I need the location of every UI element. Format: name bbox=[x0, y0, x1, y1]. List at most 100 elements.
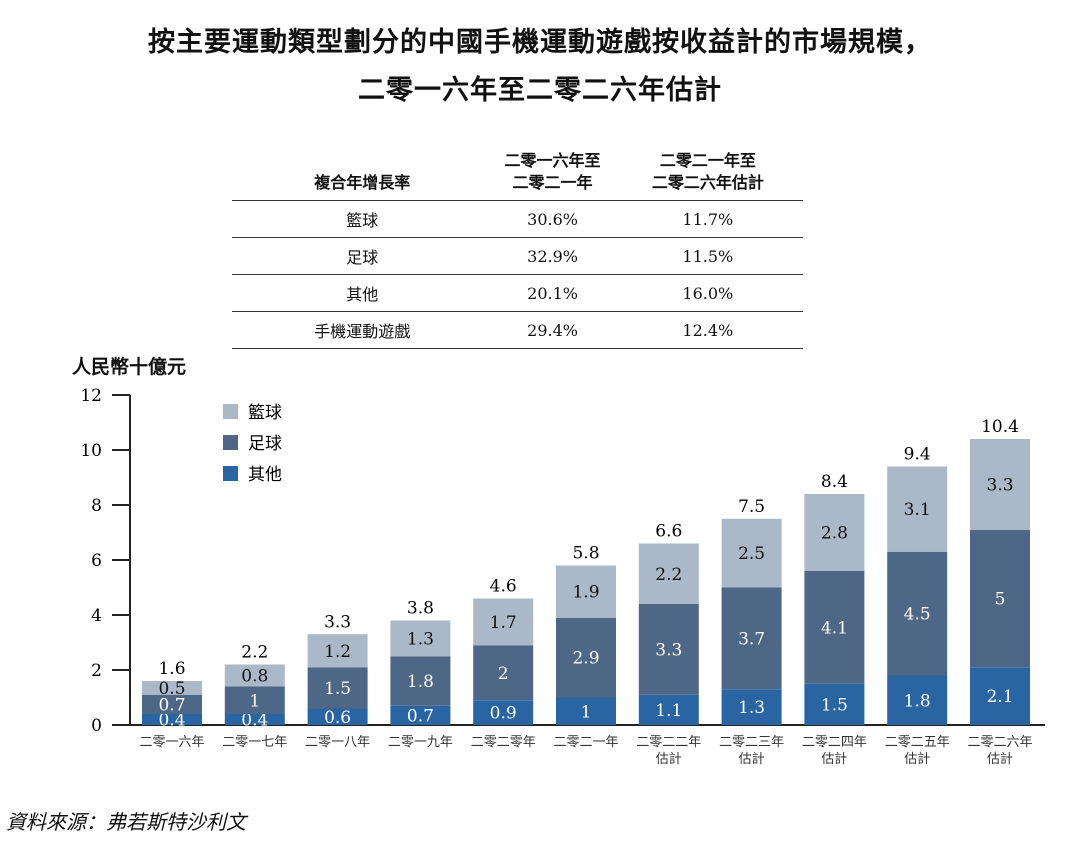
bar-segment-籃球 bbox=[638, 543, 699, 604]
bar-segment-其他 bbox=[224, 714, 285, 725]
bar-value-label: 2.8 bbox=[821, 524, 848, 544]
bar-segment-足球 bbox=[887, 551, 948, 676]
y-tick-label: 4 bbox=[91, 606, 102, 626]
bar-value-label: 2.9 bbox=[572, 649, 599, 669]
bar-value-label: 1 bbox=[581, 702, 592, 722]
bar-total-label: 9.4 bbox=[904, 445, 931, 465]
x-tick-label: 估計 bbox=[821, 751, 847, 767]
bar-total-label: 5.8 bbox=[572, 544, 599, 564]
x-tick-label: 二零二零年 bbox=[471, 735, 536, 750]
bar-value-label: 1.5 bbox=[324, 679, 351, 699]
bar-segment-籃球 bbox=[804, 494, 865, 571]
bar-value-label: 4.1 bbox=[821, 618, 848, 638]
y-tick-label: 2 bbox=[91, 661, 102, 681]
bar-segment-籃球 bbox=[307, 634, 368, 668]
source-note: 資料來源：弗若斯特沙利文 bbox=[6, 810, 246, 834]
bar-segment-其他 bbox=[473, 700, 534, 725]
bar-value-label: 3.1 bbox=[904, 500, 931, 520]
bar-value-label: 0.7 bbox=[407, 706, 434, 726]
chart-title-line1: 按主要運動類型劃分的中國手機運動遊戲按收益計的市場規模， bbox=[148, 27, 932, 58]
bar-total-label: 10.4 bbox=[981, 417, 1019, 437]
bar-value-label: 3.7 bbox=[738, 629, 765, 649]
x-tick-label: 估計 bbox=[656, 751, 682, 767]
bar-segment-其他 bbox=[721, 689, 782, 725]
cagr-row: 其他 20.1% 16.0% bbox=[232, 274, 803, 312]
bar-segment-足球 bbox=[390, 656, 451, 706]
x-tick-label: 二零一八年 bbox=[305, 735, 370, 750]
bar-segment-籃球 bbox=[390, 620, 451, 657]
bar-segment-其他 bbox=[638, 694, 699, 725]
cagr-header-1: 二零一六年至 二零二一年 bbox=[492, 150, 613, 201]
bar-segment-籃球 bbox=[556, 565, 616, 618]
bar-segment-足球 bbox=[721, 587, 782, 690]
bar-segment-其他 bbox=[887, 675, 948, 725]
bar-segment-足球 bbox=[307, 667, 368, 709]
bar-total-label: 3.3 bbox=[324, 612, 351, 632]
bar-value-label: 2.2 bbox=[655, 565, 682, 585]
bar-segment-籃球 bbox=[970, 439, 1030, 530]
bar-segment-足球 bbox=[556, 617, 616, 698]
bar-segment-足球 bbox=[142, 694, 202, 714]
bar-value-label: 2.1 bbox=[986, 687, 1013, 707]
x-tick-label: 二零二二年 bbox=[636, 735, 701, 750]
bar-value-label: 0.8 bbox=[241, 667, 268, 687]
bar-value-label: 3.3 bbox=[655, 640, 682, 660]
bar-segment-足球 bbox=[804, 571, 865, 684]
bar-value-label: 1.1 bbox=[655, 701, 682, 721]
bar-value-label: 0.9 bbox=[490, 704, 517, 724]
bar-value-label: 5 bbox=[995, 590, 1006, 610]
y-tick-label: 6 bbox=[91, 551, 102, 571]
bar-value-label: 0.6 bbox=[324, 708, 351, 728]
bar-value-label: 0.4 bbox=[241, 711, 268, 731]
bar-value-label: 3.3 bbox=[986, 475, 1013, 495]
bar-value-label: 0.4 bbox=[158, 711, 185, 731]
cagr-row: 足球 32.9% 11.5% bbox=[232, 237, 803, 275]
bar-total-label: 3.8 bbox=[407, 599, 434, 619]
cagr-header-0: 複合年增長率 bbox=[232, 150, 493, 201]
bar-value-label: 1.5 bbox=[821, 695, 848, 715]
bar-total-label: 2.2 bbox=[241, 643, 268, 663]
cagr-cell: 其他 bbox=[232, 274, 493, 312]
bar-segment-足球 bbox=[473, 645, 534, 701]
bar-segment-足球 bbox=[970, 529, 1030, 668]
x-tick-label: 二零一六年 bbox=[139, 735, 204, 750]
x-tick-label: 二零二一年 bbox=[553, 735, 618, 750]
bar-value-label: 1 bbox=[249, 691, 260, 711]
y-tick-label: 12 bbox=[80, 386, 102, 406]
legend-swatch bbox=[223, 466, 238, 481]
bar-segment-足球 bbox=[224, 686, 285, 714]
y-tick-label: 10 bbox=[80, 441, 102, 461]
x-tick-label: 估計 bbox=[739, 751, 765, 767]
chart-title-line2: 二零一六年至二零二六年估計 bbox=[358, 75, 722, 106]
bar-segment-其他 bbox=[804, 683, 865, 725]
cagr-row: 籃球 30.6% 11.7% bbox=[232, 200, 803, 238]
bar-segment-其他 bbox=[142, 714, 202, 725]
x-tick-label: 二零二四年 bbox=[802, 735, 867, 750]
bar-segment-籃球 bbox=[142, 681, 202, 695]
x-tick-label: 二零二五年 bbox=[885, 735, 950, 750]
bar-value-label: 4.5 bbox=[904, 605, 931, 625]
x-tick-label: 估計 bbox=[987, 751, 1013, 767]
bar-segment-足球 bbox=[638, 604, 699, 695]
bar-segment-其他 bbox=[556, 697, 616, 725]
bar-segment-籃球 bbox=[887, 466, 948, 552]
cagr-cell: 20.1% bbox=[492, 274, 613, 312]
bar-value-label: 2 bbox=[498, 664, 509, 684]
cagr-cell: 12.4% bbox=[612, 311, 803, 349]
cagr-cell: 11.5% bbox=[612, 237, 803, 275]
bar-total-label: 6.6 bbox=[655, 522, 682, 542]
cagr-cell: 足球 bbox=[232, 237, 493, 275]
cagr-cell: 32.9% bbox=[492, 237, 613, 275]
legend-label: 其他 bbox=[248, 465, 282, 485]
legend-label: 足球 bbox=[248, 434, 282, 454]
bar-total-label: 7.5 bbox=[738, 497, 765, 517]
bar-value-label: 1.8 bbox=[407, 672, 434, 692]
cagr-cell: 16.0% bbox=[612, 274, 803, 312]
x-tick-label: 二零一九年 bbox=[388, 735, 453, 750]
bar-total-label: 8.4 bbox=[821, 472, 848, 492]
bar-value-label: 1.7 bbox=[490, 613, 517, 633]
bar-value-label: 1.3 bbox=[738, 698, 765, 718]
cagr-cell: 11.7% bbox=[612, 200, 803, 238]
legend-swatch bbox=[223, 435, 238, 450]
